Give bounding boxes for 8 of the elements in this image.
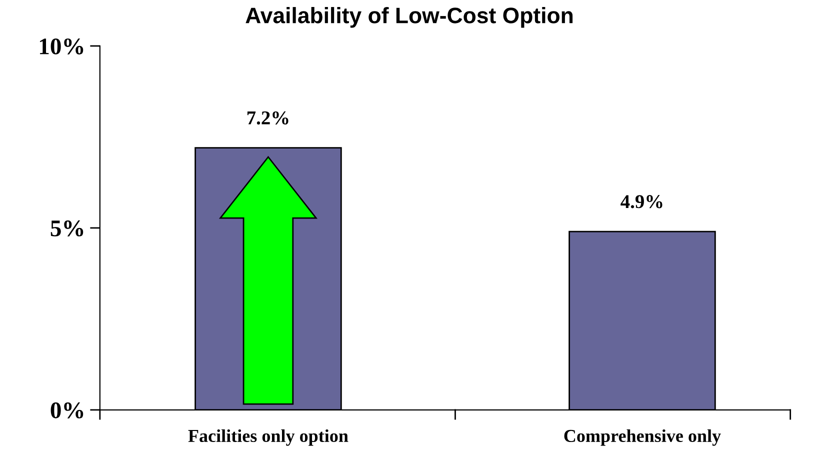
x-tick-label: Comprehensive only xyxy=(564,429,721,446)
y-tick-label: 5% xyxy=(50,220,84,236)
chart-title: Availability of Low-Cost Option xyxy=(246,7,573,28)
x-tick-label: Facilities only option xyxy=(188,429,348,446)
data-label: 4.9% xyxy=(620,195,662,208)
y-tick-label: 10% xyxy=(40,38,84,54)
data-label: 7.2% xyxy=(247,111,288,125)
y-tick-label: 0% xyxy=(50,402,84,418)
